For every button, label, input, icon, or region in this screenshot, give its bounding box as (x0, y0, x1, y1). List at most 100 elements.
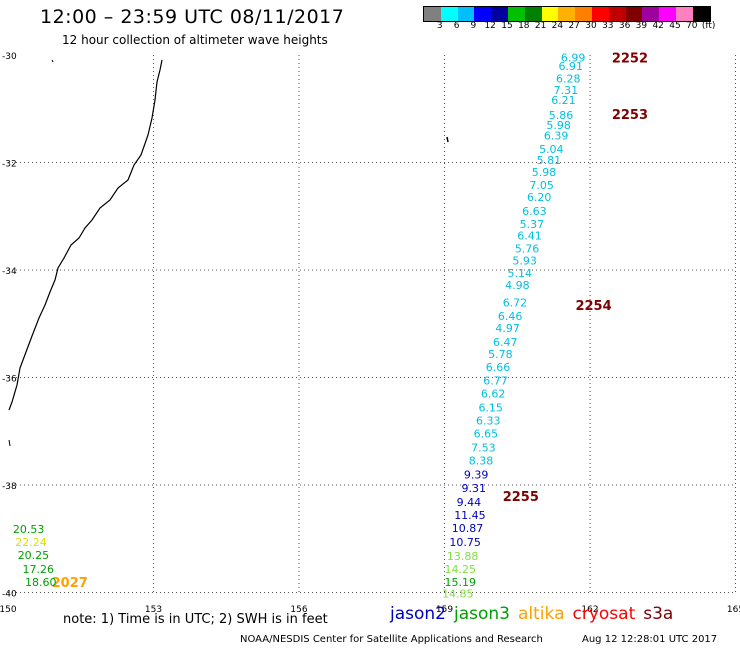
color-scale-label: 9 (470, 21, 477, 31)
color-scale-label: 15 (501, 21, 513, 31)
color-scale-swatch (558, 7, 576, 21)
color-scale-label: 27 (568, 21, 580, 31)
wave-height-value: 6.72 (503, 296, 528, 309)
footer-credit: NOAA/NESDIS Center for Satellite Applica… (240, 634, 543, 645)
legend-altika: altika (518, 604, 565, 624)
footer-timestamp: Aug 12 12:28:01 UTC 2017 (582, 634, 718, 645)
color-scale-label: 42 (652, 21, 664, 31)
australia-coastline (8, 59, 163, 411)
color-scale-label: 3 (436, 21, 443, 31)
longitude-tick-label: 156 (290, 605, 307, 615)
wave-height-value: 6.91 (558, 60, 583, 73)
wave-height-value: 5.93 (512, 254, 537, 267)
pass-time-label: 2252 (612, 52, 648, 67)
wave-height-value: 6.99 (561, 52, 586, 65)
wave-height-value: 5.04 (539, 143, 564, 156)
color-scale-label: 12 (484, 21, 496, 31)
wave-height-value: 14.25 (445, 563, 477, 576)
wave-height-value: 7.31 (554, 84, 579, 97)
wave-height-value: 22.24 (15, 536, 47, 549)
color-scale-label: 21 (534, 21, 547, 31)
color-scale-swatch (424, 7, 441, 21)
coastline-fragment (8, 439, 11, 447)
wave-height-value: 10.87 (452, 522, 484, 535)
color-scale-swatch (507, 7, 525, 21)
satellite-legend: jason2 jason3 altika cryosat s3a (390, 604, 681, 624)
wave-height-value: 4.98 (505, 279, 530, 292)
color-scale-labels: 3 6 9 12 15 18 21 24 27 30 33 36 39 42 45 70 (ft) (423, 21, 740, 33)
wave-height-value: 6.20 (527, 191, 552, 204)
legend-cryosat: cryosat (572, 604, 636, 624)
wave-height-value: 6.21 (551, 94, 576, 107)
lat-lon-grid (8, 55, 736, 595)
wave-height-value: 9.39 (464, 468, 489, 481)
longitude-tick-label: 153 (145, 605, 162, 615)
color-scale-label: 36 (618, 21, 631, 31)
wave-height-value: 5.86 (549, 109, 574, 122)
pass-time-label: 2027 (52, 576, 88, 591)
color-scale-label: 39 (635, 21, 648, 31)
wave-height-value: 20.25 (18, 549, 50, 562)
longitude-tick-label: 150 (0, 605, 17, 615)
map-title: 12:00 – 23:59 UTC 08/11/2017 (40, 6, 345, 28)
wave-height-value: 9.31 (461, 482, 486, 495)
wave-height-value: 11.45 (454, 509, 486, 522)
latitude-tick-label: -38 (2, 482, 17, 492)
wave-height-value: 5.98 (546, 119, 571, 132)
pass-time-label: 2254 (575, 299, 611, 314)
wave-height-value: 4.97 (495, 322, 520, 335)
latitude-tick-label: -36 (2, 375, 17, 385)
satellite-pass-labels: 2252 2253 2254 2255 2027 (52, 52, 648, 591)
wave-height-value: 5.76 (515, 243, 540, 256)
color-scale-label: 18 (518, 21, 530, 31)
wave-height-value: 6.63 (522, 205, 547, 218)
latitude-tick-label: -32 (2, 160, 17, 170)
color-scale-swatch (457, 7, 475, 21)
units-note: note: 1) Time is in UTC; 2) SWH is in fe… (63, 612, 328, 627)
wave-height-value: 6.28 (556, 73, 581, 86)
longitude-tick-label: 162 (581, 605, 598, 615)
color-scale-label: 33 (602, 21, 614, 31)
wave-height-value: 7.53 (471, 441, 496, 454)
wave-height-value: 18.60 (25, 576, 56, 589)
color-scale-swatch (591, 7, 609, 21)
wave-height-value: 15.19 (445, 576, 477, 589)
wave-height-value: 6.39 (544, 130, 569, 143)
color-scale-label: 6 (453, 21, 460, 31)
longitude-tick-label: 159 (436, 605, 453, 615)
color-scale-swatch (659, 7, 676, 21)
wave-height-color-scale (423, 6, 711, 22)
coastline-fragment (51, 59, 54, 63)
wave-height-value: 6.46 (498, 310, 522, 323)
legend-s3a: s3a (643, 604, 674, 624)
wave-height-value: 17.26 (23, 563, 55, 576)
map-subtitle: 12 hour collection of altimeter wave hei… (62, 33, 328, 47)
color-scale-label: 24 (551, 21, 564, 31)
wave-height-value: 6.65 (474, 427, 499, 440)
wave-height-value: 5.78 (488, 348, 513, 361)
wave-height-value: 5.98 (532, 166, 557, 179)
axis-tick-labels: 150 153 156 159 162 165 -30 -32 -34 -36 -38 -40 (0, 52, 740, 615)
wave-height-value: 5.37 (520, 218, 545, 231)
wave-height-value: 14.85 (442, 588, 474, 601)
pass-time-label: 2255 (503, 490, 539, 505)
wave-height-value: 5.14 (508, 267, 533, 280)
pass-time-label: 2253 (612, 108, 648, 123)
wave-height-value: 10.75 (449, 536, 481, 549)
latitude-tick-label: -34 (2, 267, 17, 277)
latitude-tick-label: -30 (2, 52, 17, 62)
wave-height-value: 13.88 (447, 550, 479, 563)
wave-height-value: 6.62 (481, 388, 506, 401)
color-scale-label: 70 (686, 21, 698, 31)
color-scale-swatch (575, 7, 592, 21)
wave-height-value: 5.81 (537, 154, 562, 167)
latitude-tick-label: -40 (2, 590, 17, 600)
wave-height-value: 20.53 (13, 523, 45, 536)
wave-height-value: 6.15 (478, 402, 503, 415)
color-scale-swatch (675, 7, 693, 21)
color-scale-swatch (440, 7, 458, 21)
color-scale-swatch (692, 7, 710, 21)
color-scale-swatch (642, 7, 660, 21)
wave-height-value: 6.66 (486, 361, 511, 374)
